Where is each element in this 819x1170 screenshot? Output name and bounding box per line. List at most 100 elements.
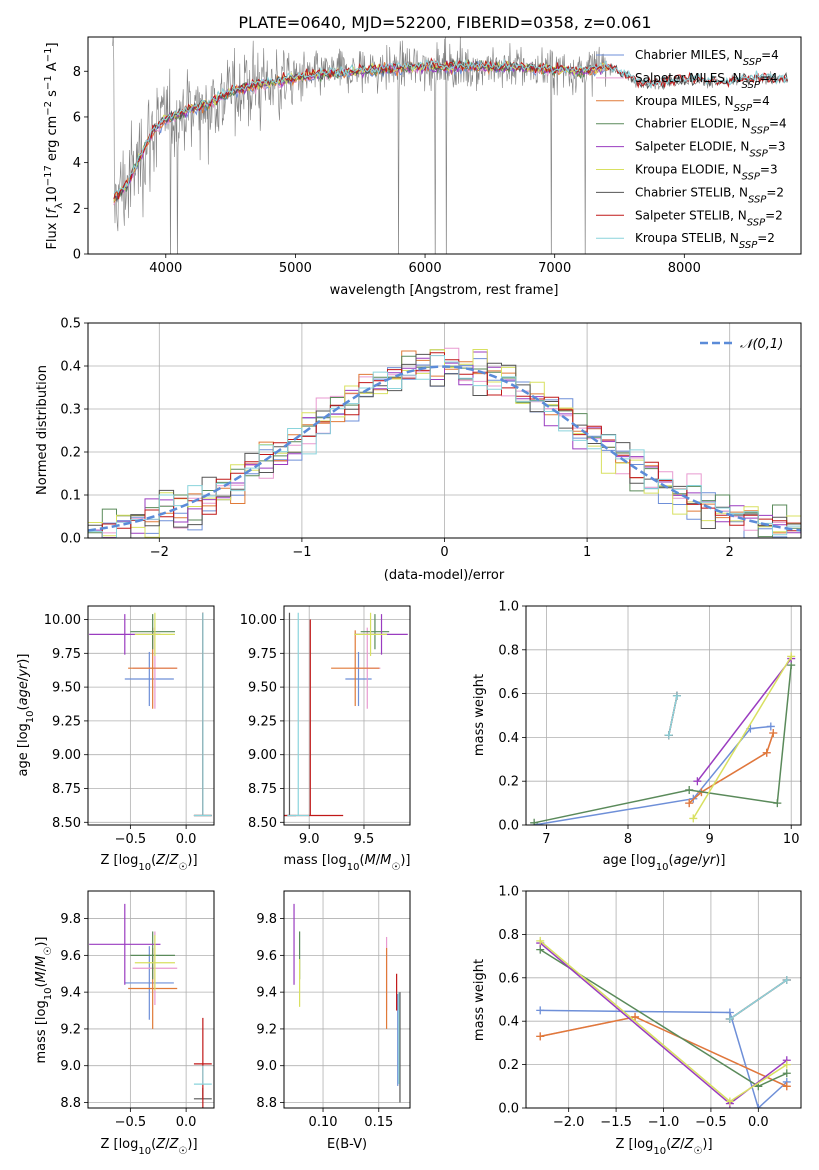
x-tick-label: 7 bbox=[542, 832, 550, 847]
legend-entry: Chabrier ELODIE, NSSP=4 bbox=[635, 117, 787, 137]
y-tick-label: 1.0 bbox=[498, 600, 519, 615]
y-tick-label: 0.2 bbox=[60, 446, 81, 461]
mass-weight-marker bbox=[754, 1104, 763, 1108]
plot-area bbox=[88, 347, 801, 538]
mass-weight-marker bbox=[536, 936, 545, 945]
x-axis-label: Z [log10(Z/Z☉)] bbox=[100, 853, 197, 873]
x-tick-label: 8 bbox=[624, 832, 632, 847]
mass-weight-line bbox=[668, 695, 678, 736]
plot-area bbox=[536, 936, 791, 1108]
spectrum-model-line bbox=[113, 58, 788, 203]
x-tick-label: −1.0 bbox=[648, 1115, 680, 1130]
x-tick-label: 7000 bbox=[538, 261, 571, 276]
legend-entry: Salpeter MILES, NSSP=4 bbox=[635, 71, 778, 91]
mass-weight-marker bbox=[693, 777, 702, 786]
plot-area bbox=[530, 652, 796, 825]
mass-weight-marker bbox=[536, 1006, 545, 1015]
mass-weight-line bbox=[692, 656, 792, 819]
y-tick-label: 8.8 bbox=[60, 1096, 81, 1111]
spectrum-model-line bbox=[113, 58, 610, 202]
mass-weight-line bbox=[534, 725, 771, 825]
x-axis-label: (data-model)/error bbox=[384, 568, 505, 583]
plot-area bbox=[293, 903, 401, 1103]
y-tick-label: 0.8 bbox=[498, 928, 519, 943]
y-tick-label: 9.50 bbox=[248, 681, 277, 696]
axes-frame bbox=[525, 605, 802, 826]
panels: 4000 5000 6000 7000 8000 0 2 4 6 8 wavelength [Ang… bbox=[16, 36, 802, 1157]
y-tick-label: 0.8 bbox=[498, 643, 519, 658]
y-tick-label: 9.0 bbox=[60, 1059, 81, 1074]
mass-weight-marker bbox=[672, 691, 681, 700]
y-tick-label: 0.4 bbox=[498, 1015, 519, 1030]
y-tick-label: 0.4 bbox=[498, 731, 519, 746]
mass-weight-marker bbox=[782, 1060, 791, 1069]
y-tick-label: 9.6 bbox=[256, 949, 277, 964]
y-tick-label: 9.6 bbox=[60, 949, 81, 964]
y-tick-label: 9.75 bbox=[52, 647, 81, 662]
y-tick-label: 9.4 bbox=[256, 986, 277, 1001]
mass-weight-line bbox=[696, 658, 792, 782]
y-tick-label: 8.50 bbox=[248, 816, 277, 831]
legend-entry: Chabrier MILES, NSSP=4 bbox=[635, 48, 779, 68]
mass-weight-line bbox=[688, 732, 775, 804]
y-tick-label: 0.0 bbox=[498, 819, 519, 834]
x-tick-label: −0.5 bbox=[695, 1115, 727, 1130]
mass-weight-marker bbox=[685, 799, 694, 808]
mass-weight-marker bbox=[769, 729, 778, 738]
x-tick-label: 0.0 bbox=[176, 1115, 197, 1130]
x-tick-label: 10 bbox=[783, 832, 800, 847]
plot-area bbox=[89, 612, 212, 817]
mass-weight-marker bbox=[685, 785, 694, 794]
x-tick-label: 9.5 bbox=[354, 832, 375, 847]
y-tick-label: 9.2 bbox=[60, 1022, 81, 1037]
mass-weight-line bbox=[534, 665, 792, 824]
x-axis-label: wavelength [Angstrom, rest frame] bbox=[330, 283, 559, 298]
x-axis-label: E(B-V) bbox=[327, 1137, 367, 1152]
x-tick-label: 9 bbox=[705, 832, 713, 847]
x-axis-label: Z [log10(Z/Z☉)] bbox=[615, 1137, 712, 1157]
y-axis-label: mass [log10(M/M☉)] bbox=[34, 937, 54, 1064]
y-tick-label: 6 bbox=[73, 110, 81, 125]
y-axis-label: mass weight bbox=[472, 959, 487, 1041]
y-tick-label: 0.4 bbox=[60, 360, 81, 375]
y-axis-label: mass weight bbox=[472, 674, 487, 756]
x-axis-label: Z [log10(Z/Z☉)] bbox=[100, 1137, 197, 1157]
x-tick-label: 4000 bbox=[149, 261, 182, 276]
y-tick-label: 0.2 bbox=[498, 775, 519, 790]
x-tick-label: 5000 bbox=[279, 261, 312, 276]
y-tick-label: 0.6 bbox=[498, 687, 519, 702]
y-tick-label: 9.0 bbox=[256, 1059, 277, 1074]
histogram-axes: −2 −1 0 1 2 0.0 0.1 0.2 0.3 0.4 0.5 bbox=[60, 317, 802, 560]
y-tick-label: 0.1 bbox=[60, 489, 81, 504]
plot-area bbox=[89, 903, 212, 1108]
spectrum-model-line bbox=[113, 61, 609, 201]
x-tick-label: −0.5 bbox=[115, 1115, 147, 1130]
y-tick-label: 1.0 bbox=[498, 885, 519, 900]
mass-weight-marker bbox=[782, 1069, 791, 1078]
mass-weight-marker bbox=[536, 1032, 545, 1041]
y-tick-label: 9.00 bbox=[52, 748, 81, 763]
x-tick-label: 0.10 bbox=[309, 1115, 338, 1130]
legend-entry: Kroupa MILES, NSSP=4 bbox=[635, 94, 770, 114]
y-tick-label: 8.50 bbox=[52, 816, 81, 831]
axes-frame bbox=[87, 605, 215, 826]
mass-weight-vs-age-axes: 7 8 9 10 0.0 0.2 0.4 0.6 0.8 1.0 bbox=[498, 600, 802, 847]
age-vs-z-axes: −0.5 0.0 8.50 8.75 9.00 9.25 9.50 9.75 10.00 bbox=[44, 605, 215, 847]
y-tick-label: 9.00 bbox=[248, 748, 277, 763]
spectrum-model-line bbox=[113, 61, 610, 203]
y-tick-label: 9.8 bbox=[256, 912, 277, 927]
y-tick-label: 9.25 bbox=[248, 714, 277, 729]
mass-weight-marker bbox=[766, 722, 775, 731]
mass-weight-marker bbox=[782, 1082, 791, 1091]
y-tick-label: 10.00 bbox=[44, 613, 81, 628]
y-tick-label: 4 bbox=[73, 156, 81, 171]
y-tick-label: 9.8 bbox=[60, 912, 81, 927]
mass-weight-vs-z-axes: −2.0 −1.5 −1.0 −0.5 0.0 0.0 0.2 0.4 0.6 0.8 1.0 bbox=[498, 885, 802, 1130]
y-tick-label: 10.00 bbox=[240, 613, 277, 628]
y-tick-label: 0.0 bbox=[60, 532, 81, 547]
mass-weight-marker bbox=[773, 799, 782, 808]
spectrum-model-line bbox=[113, 60, 610, 199]
y-tick-label: 8.8 bbox=[256, 1096, 277, 1111]
y-tick-label: 0.0 bbox=[498, 1102, 519, 1117]
x-tick-label: 2 bbox=[726, 545, 734, 560]
